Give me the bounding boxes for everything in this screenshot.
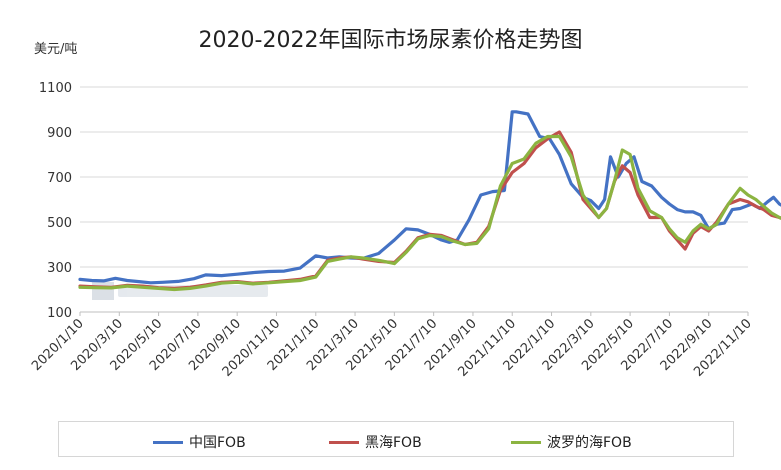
y-tick-label-900: 900 (47, 126, 72, 141)
y-tick-label-1100: 1100 (39, 81, 72, 96)
legend-item-baltic: 波罗的海FOB (511, 432, 632, 452)
legend-swatch-china (153, 440, 183, 444)
legend-item-black-sea: 黑海FOB (329, 432, 422, 452)
y-tick-label-100: 100 (47, 306, 72, 321)
y-tick-label-300: 300 (47, 261, 72, 276)
legend-label-china: 中国FOB (189, 435, 246, 451)
legend-label-baltic: 波罗的海FOB (547, 435, 632, 451)
watermark-mark (92, 282, 114, 300)
y-tick-label-700: 700 (47, 171, 72, 186)
chart-title: 2020-2022年国际市场尿素价格走势图 (198, 28, 583, 53)
watermark-logo (92, 282, 268, 300)
legend-label-black-sea: 黑海FOB (365, 435, 422, 451)
legend-swatch-black-sea (329, 440, 359, 444)
series-line-2 (78, 134, 781, 292)
y-axis-unit-label: 美元/吨 (34, 42, 78, 57)
legend-swatch-baltic (511, 440, 541, 444)
legend-item-china: 中国FOB (153, 432, 246, 452)
y-tick-label-500: 500 (47, 216, 72, 231)
legend: 中国FOB 黑海FOB 波罗的海FOB (58, 421, 734, 457)
series-line-0 (78, 110, 781, 285)
